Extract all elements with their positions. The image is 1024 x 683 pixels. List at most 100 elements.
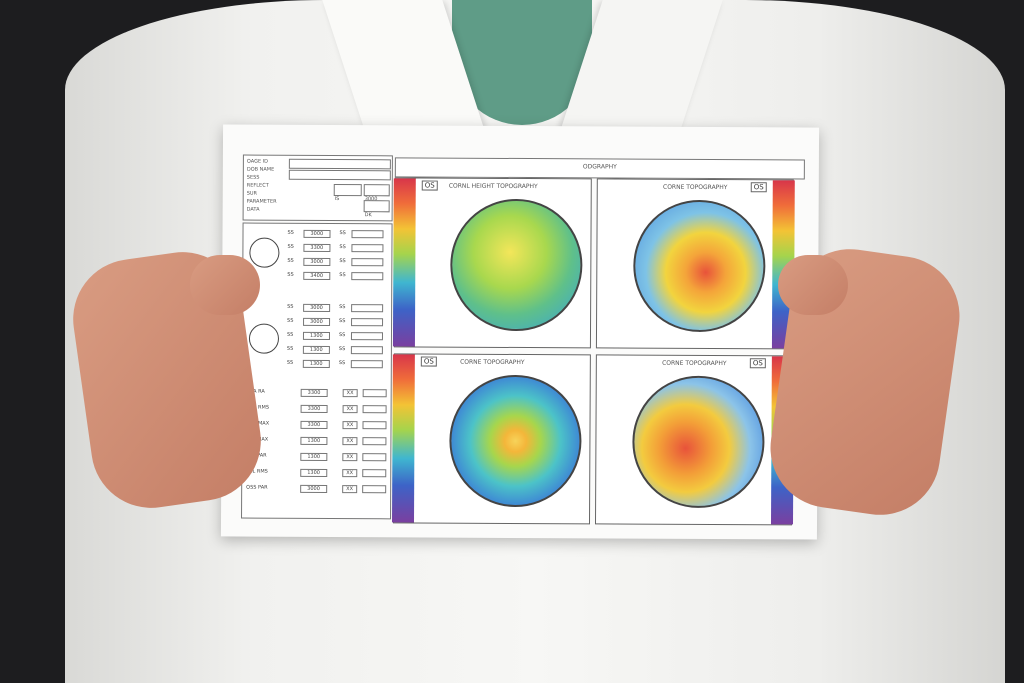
eye-label: OS	[750, 182, 767, 193]
row-value: 1300	[300, 436, 328, 445]
topography-map: CORNE TOPOGRAPHY OS	[594, 354, 794, 526]
row-box	[350, 360, 383, 369]
topography-map: CORNE TOPOGRAPHY OS	[392, 353, 591, 525]
measurement-row: SS 3000 SS	[243, 258, 393, 268]
row-value: 3300	[303, 243, 331, 253]
row-label: SS	[287, 271, 294, 278]
row-value: 3000	[303, 229, 331, 239]
measurements-panel: SS 3000 SS SS 3300 SS SS 3000 SS SS 3400 SS SS 3000 SS…	[241, 222, 393, 520]
measurement-row: SS 1300 SS	[243, 346, 393, 356]
info-label: PARAMETER	[246, 198, 277, 205]
measurement-row: SS 3400 SS	[243, 272, 393, 282]
row-unit: SS	[339, 304, 346, 311]
report-header: ODGRAPHY	[394, 157, 805, 180]
row-box	[362, 453, 387, 462]
corneal-map-blue-green-yellow	[449, 374, 582, 508]
row-box	[351, 304, 384, 313]
info-label: SESS	[246, 174, 260, 181]
patient-info-box: OAGE ID DOB NAME SESS REFLECT SUR PARAMETER DA…	[242, 154, 393, 222]
right-thumb	[778, 255, 848, 315]
row-unit: SS	[338, 360, 346, 367]
row-value: 3000	[303, 257, 331, 267]
row-value: 1300	[302, 331, 330, 341]
eye-label: OS	[421, 180, 438, 191]
summary-row: TSL RMS 1300 XX	[242, 469, 392, 479]
info-label: REFLECT	[246, 182, 269, 189]
measurement-row: SS 1300 SS	[243, 360, 393, 370]
summary-row: OSS PAR 3000 XX	[242, 485, 392, 495]
row-label: SS	[287, 257, 294, 264]
row-value: 3300	[300, 404, 328, 413]
color-scale-legend	[392, 354, 415, 523]
corneal-map-blue-orange	[632, 375, 765, 509]
row-box	[351, 272, 384, 281]
row-box	[350, 346, 383, 355]
row-value: 3000	[303, 317, 330, 327]
row-unit: SS	[339, 230, 346, 237]
info-label: DATA	[246, 206, 260, 213]
row-box	[362, 389, 387, 398]
row-box	[351, 258, 384, 267]
row-box	[362, 485, 387, 494]
row-label: OSS PAR	[246, 484, 268, 491]
row-value: 3000	[300, 484, 327, 493]
measurement-row: SS 3000 SS	[243, 304, 393, 314]
info-value: IS	[334, 196, 340, 203]
row-unit: SS	[338, 332, 346, 339]
row-unit: XX	[342, 453, 358, 462]
row-unit: SS	[339, 318, 346, 325]
measurement-row: SS 3000 SS	[243, 318, 393, 328]
row-value: 3000	[303, 303, 330, 313]
row-label: SS	[286, 345, 294, 352]
row-label: SS	[287, 303, 294, 310]
row-label: SS	[286, 331, 294, 338]
row-box	[362, 437, 387, 446]
summary-row: TSL MAX1300XX	[242, 437, 392, 447]
info-label: SUR	[246, 190, 258, 197]
corneal-map-green-yellow	[450, 198, 583, 332]
summary-row: SSA RMS 3300 XX	[243, 405, 393, 415]
report-title: ODGRAPHY	[582, 163, 617, 171]
row-label: SS	[287, 229, 294, 236]
row-unit: XX	[342, 405, 358, 414]
row-unit: SS	[339, 258, 346, 265]
info-value: DK	[364, 212, 372, 219]
row-box	[351, 244, 384, 253]
row-box	[362, 421, 387, 430]
row-box	[351, 230, 384, 239]
row-value: 1300	[302, 345, 330, 355]
eye-label: OS	[420, 356, 437, 367]
row-value: 1300	[302, 359, 330, 369]
row-box	[362, 469, 387, 478]
row-value: 3300	[300, 420, 328, 429]
row-label: SS	[287, 317, 294, 324]
row-unit: XX	[342, 437, 358, 446]
summary-row: SSA MAX3300XX	[242, 421, 392, 431]
row-label: SS	[286, 359, 294, 366]
left-thumb	[190, 255, 260, 315]
row-unit: XX	[342, 469, 358, 478]
row-box	[350, 332, 383, 341]
topography-map: CORNL HEIGHT TOPOGRAPHY OS	[392, 177, 592, 349]
info-label: DOB NAME	[246, 166, 275, 173]
row-value: 3400	[303, 271, 331, 281]
row-unit: XX	[342, 389, 358, 398]
row-unit: SS	[338, 346, 346, 353]
row-label: SS	[287, 243, 294, 250]
row-unit: SS	[339, 244, 346, 251]
row-unit: XX	[342, 421, 358, 430]
summary-row: SSA RA 3300 XX	[243, 389, 393, 399]
summary-row: SSL PAR1300XX	[242, 453, 392, 463]
info-label: OAGE ID	[246, 158, 269, 165]
corneal-map-blue-yellow-red	[633, 199, 766, 333]
row-unit: XX	[342, 485, 358, 494]
measurement-row: SS 3000 SS	[243, 230, 393, 240]
row-box	[351, 318, 384, 327]
row-value: 1300	[300, 468, 328, 477]
color-scale-legend	[392, 178, 416, 347]
topography-report: OAGE ID DOB NAME SESS REFLECT SUR PARAMETER DA…	[220, 124, 820, 540]
row-box	[362, 405, 387, 414]
measurement-row: SS 1300 SS	[243, 332, 393, 342]
row-value: 1300	[300, 452, 328, 461]
measurement-row: SS 3300 SS	[243, 244, 393, 254]
